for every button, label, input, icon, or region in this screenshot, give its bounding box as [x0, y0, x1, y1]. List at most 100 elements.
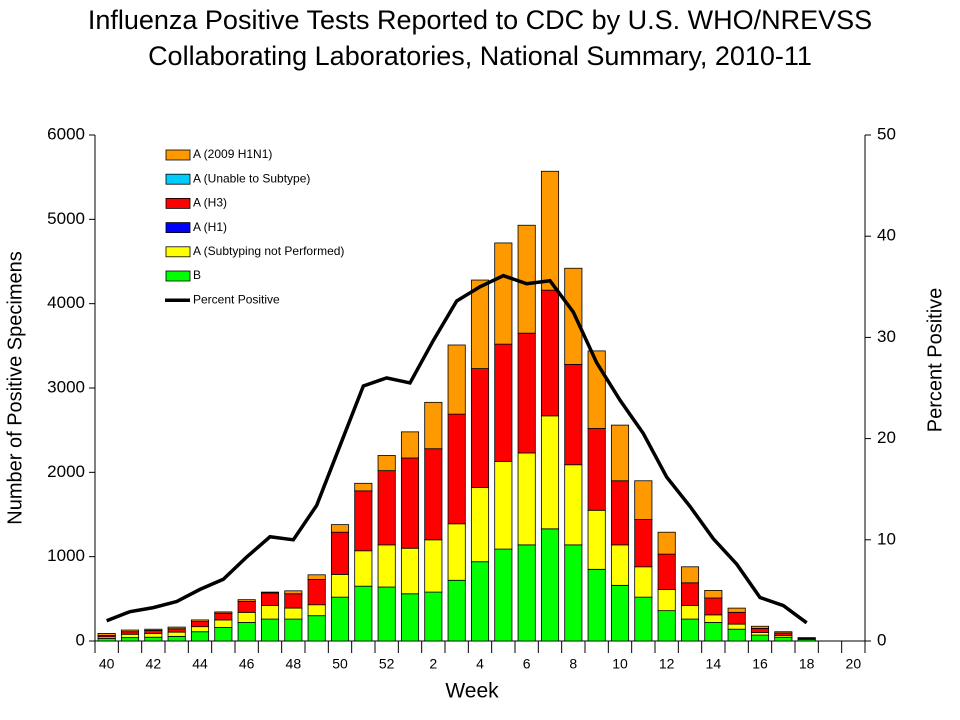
- bar-segment: [377, 455, 396, 472]
- bar-segment: [470, 561, 490, 642]
- bar-segment: [470, 279, 490, 370]
- bar-segment: [237, 599, 256, 602]
- bar-segment: [447, 579, 466, 642]
- bar-segment: [284, 607, 303, 620]
- y2-tick-label: 20: [877, 428, 896, 447]
- bar-segment: [190, 631, 210, 642]
- y2-tick-label: 50: [877, 124, 896, 143]
- y-tick-label: 3000: [47, 377, 85, 396]
- bar-segment: [680, 566, 700, 584]
- bar-segment: [750, 634, 770, 642]
- bar-segment: [634, 519, 653, 568]
- bar-segment: [167, 626, 186, 630]
- bar-segment: [120, 629, 140, 633]
- y-tick-label: 1000: [47, 546, 85, 565]
- bar-segment: [424, 401, 443, 450]
- bar-segment: [517, 224, 536, 334]
- bar-segment: [214, 627, 233, 642]
- bar-segment: [680, 618, 700, 642]
- bar-segment: [354, 490, 373, 552]
- bar-segment: [424, 591, 443, 642]
- bar-segment: [190, 621, 210, 628]
- x-tick-label: 50: [332, 656, 348, 672]
- bar-segment: [540, 528, 560, 642]
- legend-swatch: [165, 149, 191, 161]
- legend-swatch: [165, 270, 191, 282]
- bar-segment: [284, 590, 303, 595]
- bar-segment: [750, 627, 770, 633]
- bar-segment: [377, 586, 396, 642]
- bar-segment: [564, 267, 583, 365]
- x-tick-label: 12: [659, 656, 675, 672]
- legend-swatch: [165, 246, 191, 258]
- bar-segment: [400, 457, 420, 549]
- bar-segment: [214, 619, 233, 628]
- bar-segment: [727, 623, 746, 630]
- legend-swatch: [165, 173, 191, 185]
- x-tick-label: 40: [99, 656, 115, 672]
- y-tick-label: 2000: [47, 462, 85, 481]
- bar-segment: [307, 579, 326, 606]
- bar-segment: [214, 612, 233, 621]
- y2-tick-label: 10: [877, 529, 896, 548]
- bar-segment: [634, 480, 653, 520]
- bar-segment: [260, 618, 280, 642]
- bar-segment: [237, 600, 256, 613]
- bar-segment: [260, 592, 280, 606]
- bar-segment: [704, 590, 723, 599]
- bar-segment: [447, 344, 466, 415]
- bar-segment: [120, 637, 140, 642]
- bar-segment: [517, 544, 536, 642]
- bar-segment: [587, 509, 606, 570]
- bar-segment: [424, 539, 443, 593]
- bar-segment: [727, 628, 746, 642]
- bar-segment: [634, 566, 653, 598]
- bar-segment: [704, 597, 723, 616]
- x-tick-label: 46: [239, 656, 255, 672]
- x-tick-label: 8: [569, 656, 577, 672]
- bar-segment: [354, 550, 373, 587]
- bar-segment: [470, 487, 490, 563]
- bar-segment: [657, 610, 676, 642]
- x-axis-label: Week: [445, 680, 499, 703]
- bar-segment: [727, 607, 746, 613]
- y2-tick-label: 30: [877, 327, 896, 346]
- y2-axis-label: Percent Positive: [924, 288, 946, 433]
- bar-segment: [750, 625, 770, 629]
- bar-segment: [517, 452, 536, 546]
- bar-segment: [657, 531, 676, 555]
- bar-segment: [214, 611, 233, 614]
- x-tick-label: 14: [706, 656, 722, 672]
- x-tick-label: 6: [523, 656, 531, 672]
- bar-segment: [470, 368, 490, 488]
- x-tick-label: 10: [612, 656, 628, 672]
- bar-segment: [587, 568, 606, 642]
- bar-segment: [330, 573, 350, 598]
- bar-segment: [377, 544, 396, 588]
- x-tick-label: 44: [192, 656, 208, 672]
- bar-segment: [494, 460, 513, 550]
- bar-segment: [610, 544, 630, 586]
- x-tick-label: 4: [476, 656, 484, 672]
- bar-segment: [680, 582, 700, 606]
- bar-segment: [330, 596, 350, 642]
- x-tick-label: 16: [752, 656, 768, 672]
- bar-segment: [774, 631, 793, 634]
- bar-segment: [330, 531, 350, 575]
- y-tick-label: 6000: [47, 124, 85, 143]
- bar-segment: [400, 593, 420, 642]
- bar-segment: [517, 332, 536, 454]
- bar-segment: [774, 636, 793, 642]
- bar-segment: [144, 628, 163, 631]
- bar-segment: [97, 633, 116, 636]
- bar-segment: [400, 431, 420, 459]
- bar-segment: [167, 628, 186, 633]
- bar-segment: [144, 630, 163, 634]
- bar-segment: [494, 242, 513, 345]
- bar-segment: [704, 614, 723, 623]
- bar-segment: [330, 524, 350, 533]
- y-axis-label: Number of Positive Specimens: [4, 251, 26, 524]
- x-tick-label: 20: [846, 656, 862, 672]
- bar-segment: [144, 633, 163, 638]
